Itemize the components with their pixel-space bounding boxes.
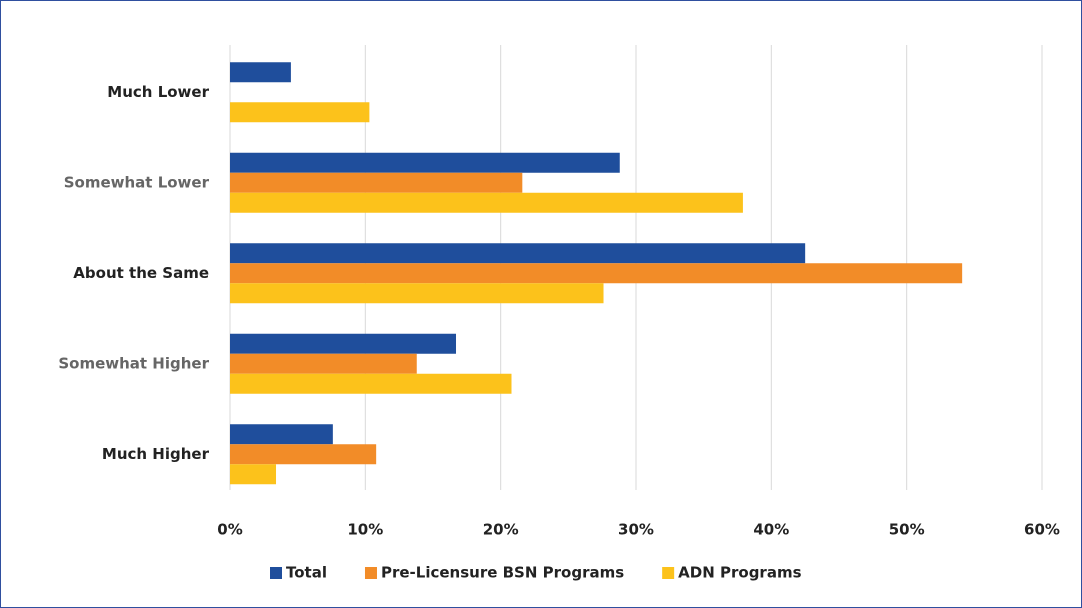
legend-label: Total	[286, 564, 327, 582]
bar	[230, 62, 291, 83]
x-tick-label: 30%	[618, 521, 654, 539]
x-tick-label: 40%	[753, 521, 789, 539]
bar	[230, 353, 417, 374]
x-tick-label: 60%	[1024, 521, 1060, 539]
y-tick-label: Much Higher	[102, 445, 210, 463]
y-tick-label: Somewhat Lower	[64, 173, 210, 191]
y-tick-label: About the Same	[73, 264, 209, 282]
bar	[230, 464, 277, 485]
bar	[230, 373, 512, 394]
bar	[230, 333, 457, 354]
bar	[230, 192, 743, 213]
bar	[230, 152, 620, 173]
legend-swatch	[364, 567, 377, 579]
x-tick-label: 10%	[347, 521, 383, 539]
x-tick-label: 50%	[889, 521, 925, 539]
y-tick-label: Much Lower	[107, 83, 209, 101]
legend-swatch	[270, 567, 282, 579]
legend-swatch	[662, 567, 675, 579]
bar	[230, 444, 377, 465]
legend-label: ADN Programs	[678, 564, 801, 582]
legend-label: Pre-Licensure BSN Programs	[381, 564, 624, 582]
y-tick-label: Somewhat Higher	[58, 354, 209, 372]
x-tick-label: 20%	[483, 521, 519, 539]
bar	[230, 172, 523, 193]
bar	[230, 263, 963, 284]
bar	[230, 283, 604, 304]
x-tick-label: 0%	[217, 521, 242, 539]
bar	[230, 102, 370, 123]
bar	[230, 243, 806, 264]
bar	[230, 424, 333, 445]
